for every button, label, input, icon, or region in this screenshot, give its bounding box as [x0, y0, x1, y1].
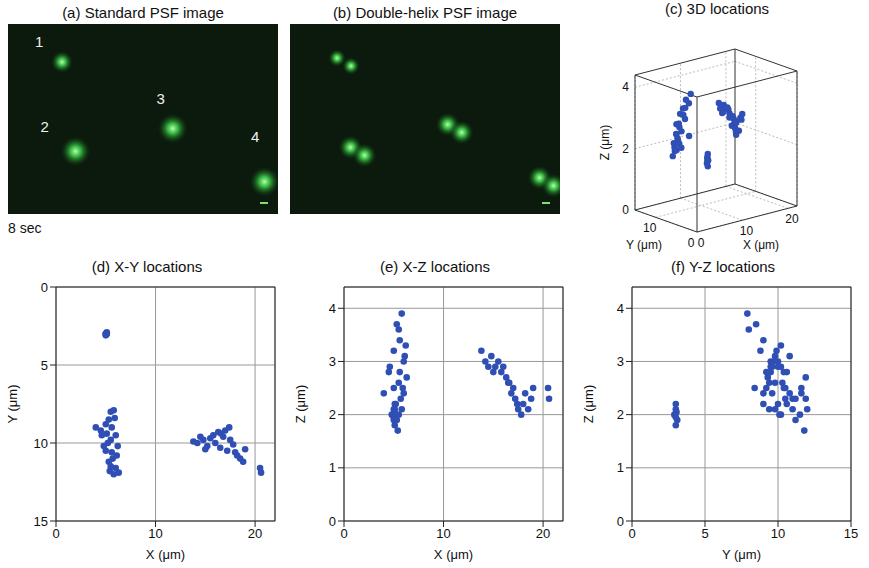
svg-text:X (μm): X (μm)	[146, 547, 185, 562]
svg-text:10: 10	[148, 526, 162, 541]
svg-text:5: 5	[41, 358, 48, 373]
svg-text:10: 10	[771, 526, 785, 541]
svg-text:1: 1	[617, 460, 624, 475]
svg-text:Y (μm): Y (μm)	[722, 547, 761, 562]
svg-text:10: 10	[740, 224, 754, 238]
svg-text:20: 20	[248, 526, 262, 541]
svg-text:15: 15	[34, 514, 48, 529]
svg-text:2: 2	[329, 407, 336, 422]
html-text:(f) Y-Z locations: (f) Y-Z locations	[670, 258, 776, 275]
svg-text:0: 0	[698, 236, 705, 250]
svg-text:15: 15	[844, 526, 858, 541]
svg-text:0: 0	[688, 236, 695, 250]
html-text:(d) X-Y locations: (d) X-Y locations	[91, 258, 203, 275]
svg-text:1: 1	[329, 460, 336, 475]
svg-text:0: 0	[41, 280, 48, 295]
svg-text:4: 4	[251, 128, 259, 145]
svg-text:10: 10	[436, 526, 450, 541]
svg-text:0: 0	[340, 526, 347, 541]
svg-text:5: 5	[701, 526, 708, 541]
svg-text:10: 10	[34, 436, 48, 451]
svg-text:20: 20	[536, 526, 550, 541]
svg-text:Z (μm): Z (μm)	[581, 385, 596, 424]
svg-text:X (μm): X (μm)	[743, 238, 779, 252]
svg-text:0: 0	[622, 203, 629, 217]
svg-text:4: 4	[622, 80, 629, 94]
svg-text:3: 3	[329, 354, 336, 369]
svg-text:3: 3	[617, 354, 624, 369]
svg-text:Z (μm): Z (μm)	[598, 125, 612, 161]
svg-text:20: 20	[785, 212, 799, 226]
svg-text:3: 3	[157, 90, 165, 107]
svg-text:4: 4	[617, 301, 624, 316]
svg-text:2: 2	[40, 118, 48, 135]
svg-text:0: 0	[52, 526, 59, 541]
html-text:(c) 3D locations: (c) 3D locations	[664, 0, 770, 17]
svg-text:Y (μm): Y (μm)	[5, 384, 20, 423]
svg-text:Y (μm): Y (μm)	[626, 238, 662, 252]
svg-text:4: 4	[329, 301, 336, 316]
html-text:(b) Double-helix PSF image: (b) Double-helix PSF image	[332, 4, 518, 21]
svg-text:0: 0	[329, 514, 336, 529]
svg-text:Z (μm): Z (μm)	[293, 385, 308, 424]
svg-text:10: 10	[643, 221, 657, 235]
html-text:8 sec: 8 sec	[8, 220, 42, 236]
svg-text:2: 2	[617, 407, 624, 422]
html-text:(a) Standard PSF image: (a) Standard PSF image	[62, 4, 224, 21]
svg-text:2: 2	[622, 142, 629, 156]
svg-text:0: 0	[617, 514, 624, 529]
svg-text:0: 0	[628, 526, 635, 541]
html-text:(e) X-Z locations: (e) X-Z locations	[380, 258, 490, 275]
svg-text:X (μm): X (μm)	[434, 547, 473, 562]
svg-text:1: 1	[35, 33, 43, 50]
